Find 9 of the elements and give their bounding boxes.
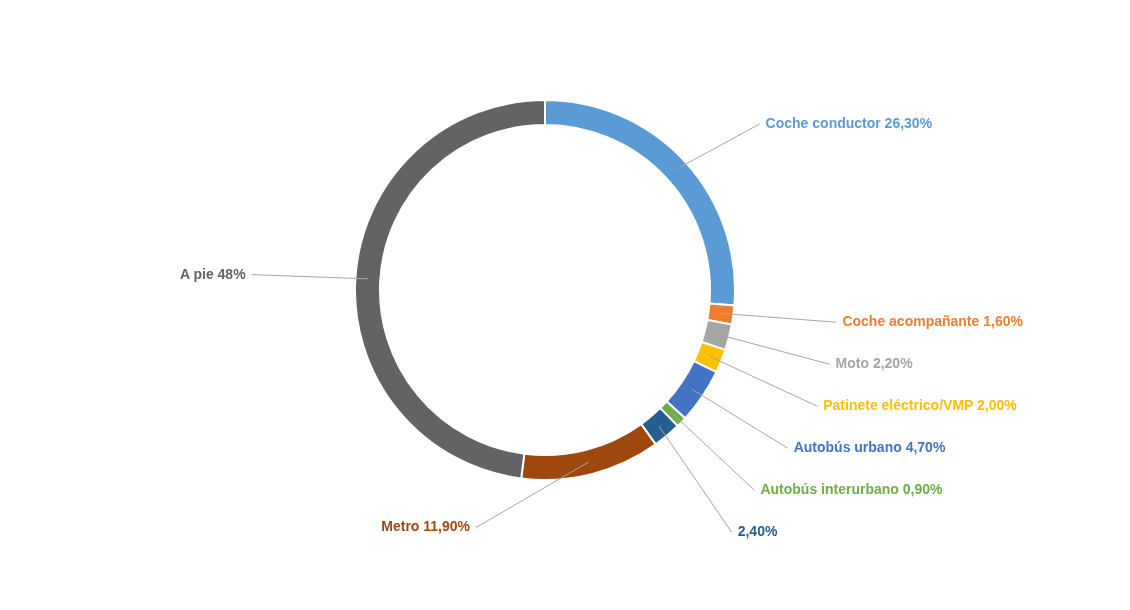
slice-label: Autobús interurbano 0,90%: [760, 481, 944, 498]
slice-label: A pie 48%: [179, 265, 247, 282]
slice-label: Moto 2,20%: [835, 355, 914, 372]
slice-label: Autobús urbano 4,70%: [793, 439, 946, 456]
slice-label: Coche conductor 26,30%: [765, 114, 933, 131]
data-label: 2,40%: [737, 523, 778, 540]
slice-label: Coche acompañante 1,60%: [842, 313, 1024, 330]
slice-label: Metro 11,90%: [381, 518, 471, 535]
slice-label: Patinete eléctrico/VMP 2,00%: [823, 397, 1018, 414]
